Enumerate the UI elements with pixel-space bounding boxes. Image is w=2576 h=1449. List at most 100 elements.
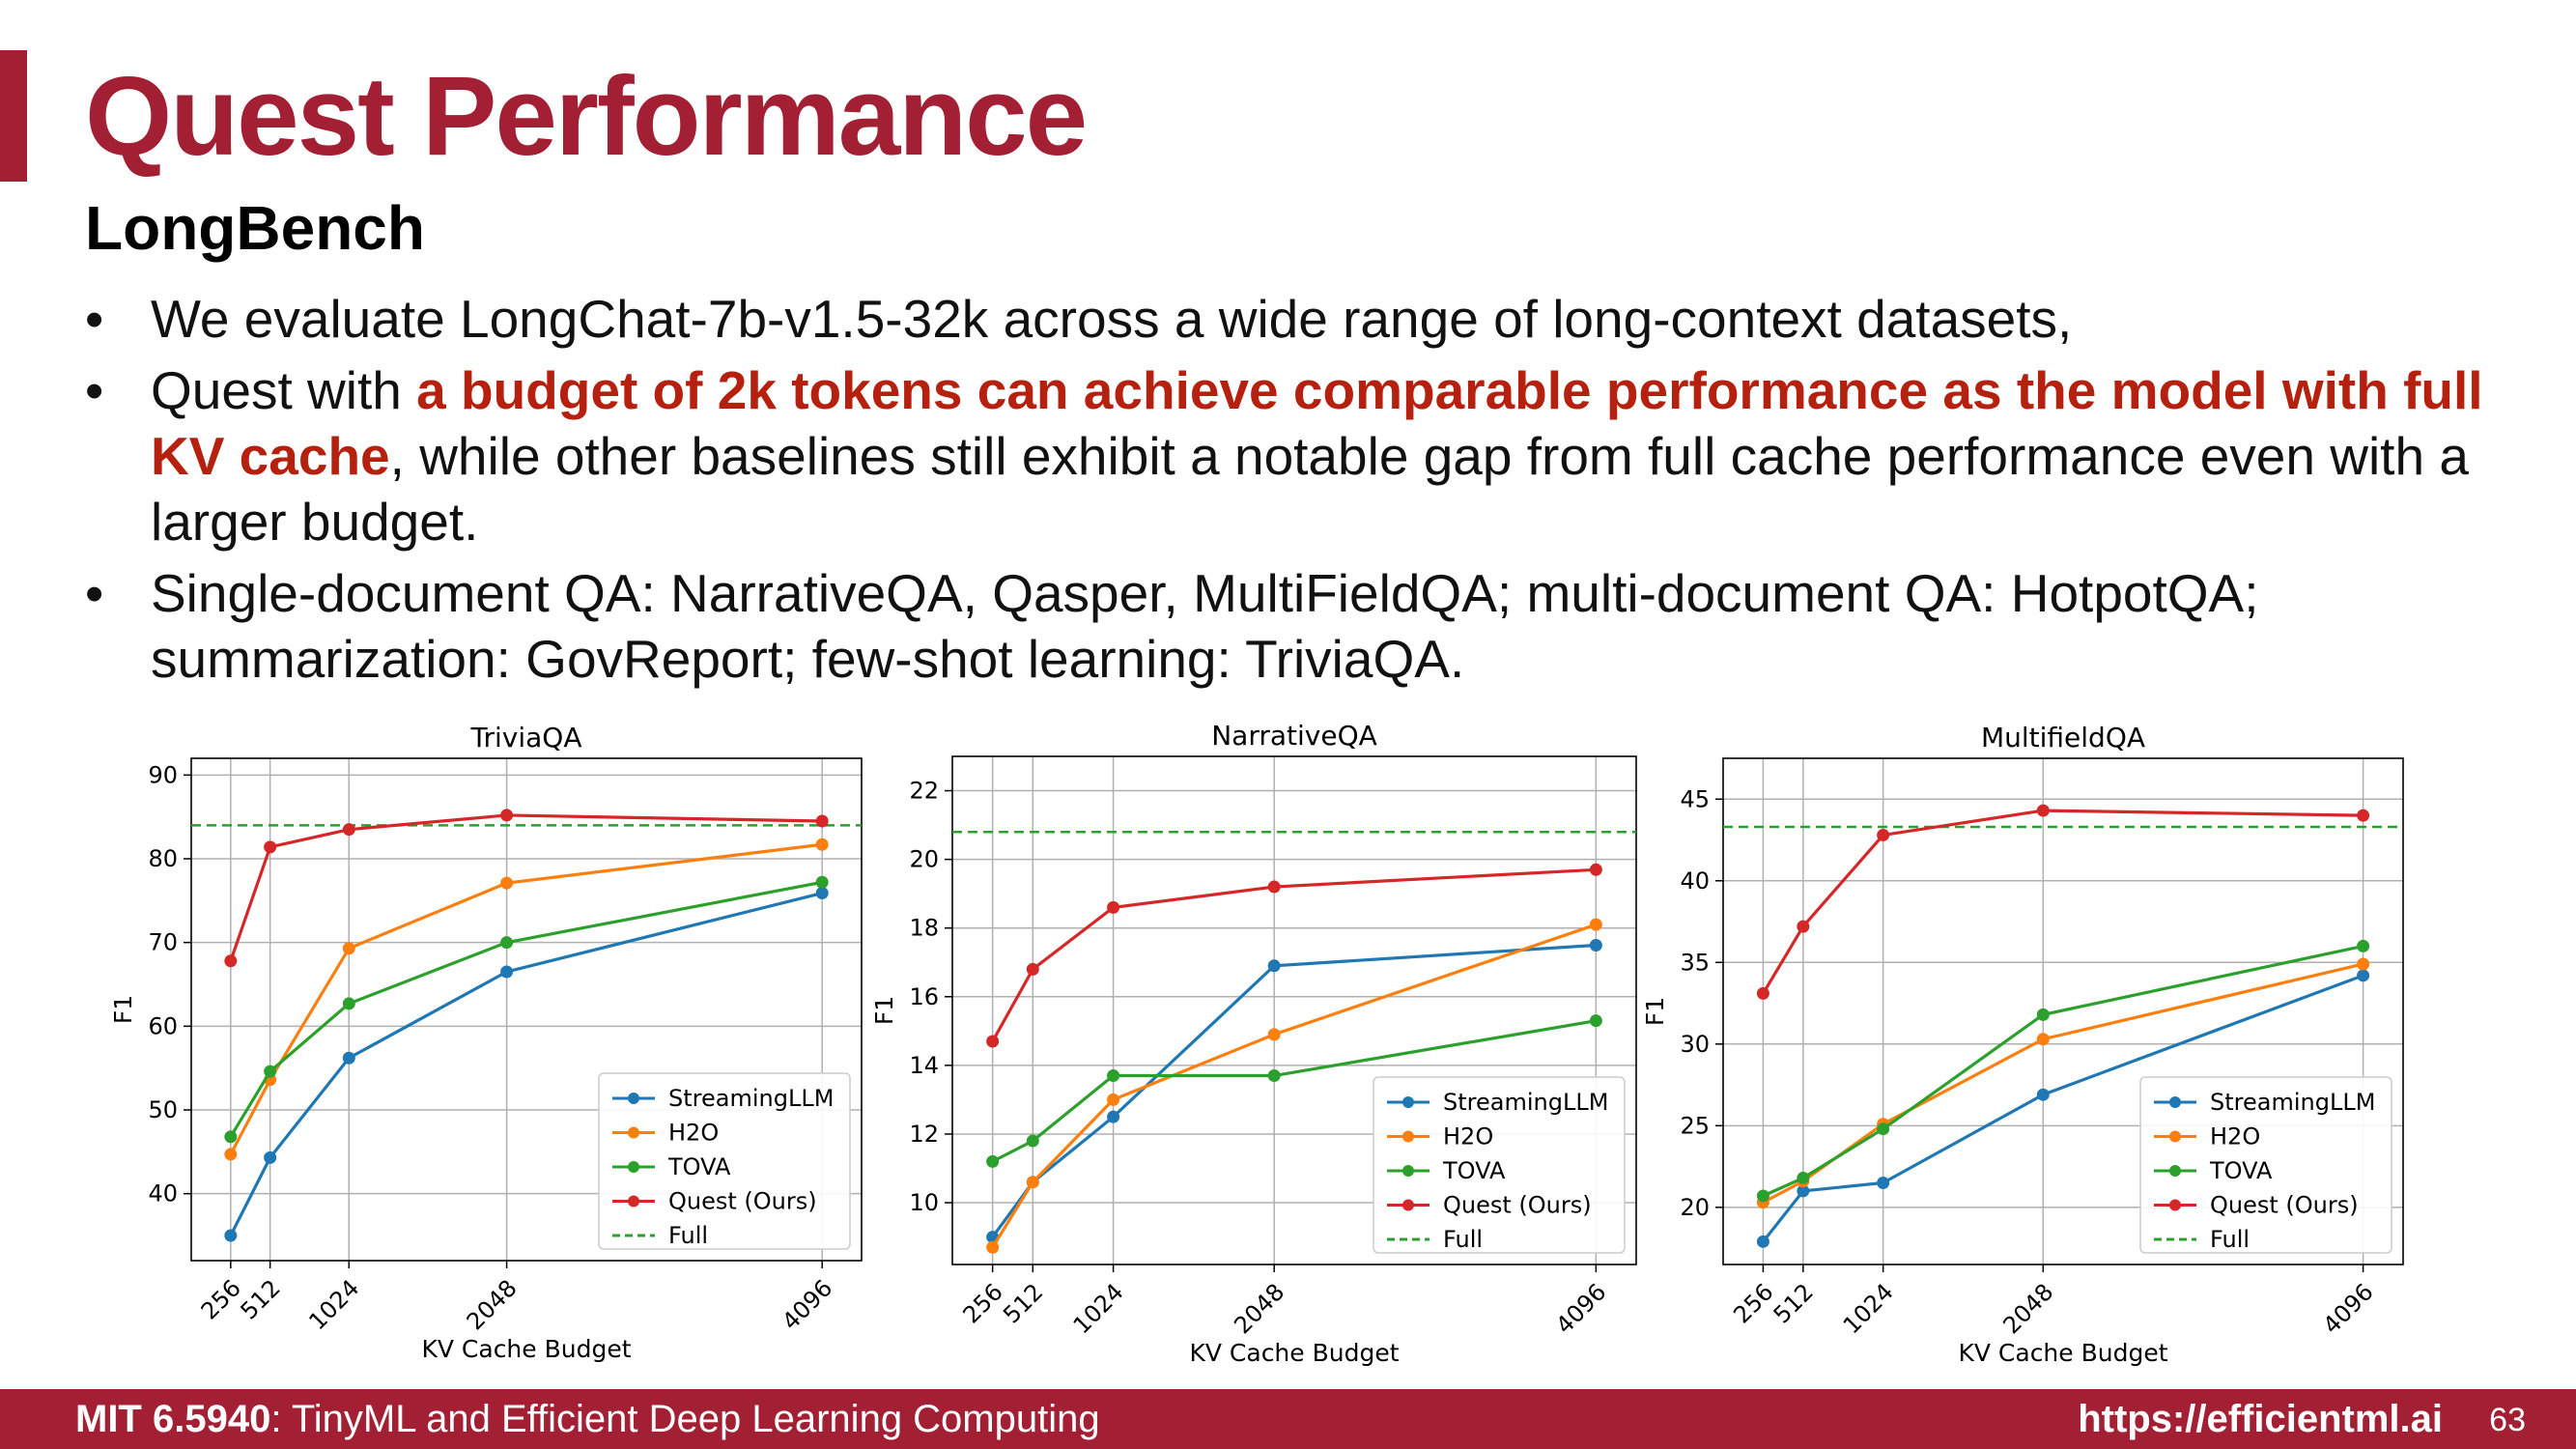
legend-label: Full (1443, 1226, 1483, 1253)
legend-box (598, 1072, 851, 1250)
legend-marker (628, 1161, 639, 1173)
x-axis-label: KV Cache Budget (1958, 1339, 2167, 1367)
data-point-streamingllm (1877, 1176, 1890, 1189)
data-point-h2o (986, 1240, 1000, 1254)
legend-marker (2169, 1096, 2181, 1108)
y-tick-label: 18 (909, 915, 939, 942)
x-tick-label: 1024 (303, 1274, 364, 1335)
bullet-text: We evaluate LongChat-7b-v1.5-32k across … (151, 289, 2073, 349)
data-point-quest-ours (224, 954, 238, 968)
legend-marker (628, 1126, 639, 1139)
plot-frame (190, 757, 863, 1262)
legend-label: StreamingLLM (1443, 1089, 1608, 1116)
data-point-streamingllm (1756, 1235, 1769, 1248)
data-point-tova (1107, 1069, 1120, 1083)
x-tick-label: 256 (196, 1274, 246, 1324)
data-point-streamingllm (815, 887, 829, 900)
y-tick-label: 50 (148, 1096, 178, 1123)
x-tick-label: 512 (236, 1274, 286, 1324)
legend-label: TOVA (1442, 1157, 1506, 1184)
chart-title: NarrativeQA (1211, 720, 1377, 752)
x-tick-label: 4096 (1550, 1278, 1611, 1339)
data-point-streamingllm (1267, 959, 1281, 973)
data-point-streamingllm (2036, 1088, 2050, 1101)
data-point-h2o (224, 1148, 238, 1161)
y-tick-label: 10 (909, 1189, 939, 1216)
legend-marker (628, 1195, 639, 1208)
data-point-streamingllm (2357, 969, 2370, 982)
y-axis-label: F1 (109, 995, 137, 1024)
y-tick-label: 22 (909, 778, 939, 805)
data-point-quest-ours (1107, 900, 1120, 914)
legend-marker (2169, 1199, 2181, 1211)
y-tick-label: 60 (148, 1012, 178, 1039)
legend-label: StreamingLLM (2210, 1089, 2375, 1116)
bullet-list: • We evaluate LongChat-7b-v1.5-32k acros… (85, 286, 2500, 697)
x-tick-label: 256 (958, 1278, 1008, 1328)
footer-course-code: MIT 6.5940 (75, 1398, 271, 1440)
legend-label: StreamingLLM (668, 1085, 834, 1112)
y-tick-label: 16 (909, 983, 939, 1010)
data-point-quest-ours (342, 823, 355, 837)
y-axis-label: F1 (1642, 997, 1669, 1026)
data-point-tova (500, 936, 514, 950)
x-tick-label: 512 (998, 1278, 1048, 1328)
bullet-item: • We evaluate LongChat-7b-v1.5-32k acros… (85, 286, 2500, 352)
data-point-h2o (342, 942, 355, 955)
y-tick-label: 20 (909, 846, 939, 873)
chart-title: MultifieldQA (1981, 722, 2145, 753)
data-point-h2o (1267, 1028, 1281, 1041)
data-point-quest-ours (1756, 986, 1769, 1000)
data-point-tova (2357, 939, 2370, 952)
y-tick-label: 12 (909, 1121, 939, 1148)
x-tick-label: 4096 (2318, 1278, 2379, 1339)
data-point-tova (1267, 1069, 1281, 1083)
data-point-tova (1756, 1189, 1769, 1203)
bullet-symbol: • (85, 360, 104, 420)
data-point-h2o (1026, 1176, 1039, 1189)
legend-label: Quest (Ours) (1443, 1192, 1592, 1219)
legend-marker (1402, 1130, 1414, 1143)
x-tick-label: 2048 (462, 1274, 523, 1335)
page-number: 63 (2489, 1402, 2526, 1438)
bullet-text-pre: Quest with (151, 360, 417, 420)
bullet-text: Single-document QA: NarrativeQA, Qasper,… (151, 563, 2259, 689)
y-tick-label: 20 (1680, 1194, 1710, 1221)
x-tick-label: 512 (1769, 1278, 1819, 1328)
legend-label: H2O (1443, 1123, 1493, 1151)
page-title: Quest Performance (85, 53, 1088, 179)
data-point-quest-ours (1589, 863, 1602, 876)
legend-marker (1402, 1199, 1414, 1211)
legend-marker (1402, 1096, 1414, 1108)
legend-box (1373, 1076, 1626, 1254)
legend-label: H2O (2210, 1123, 2260, 1151)
legend-marker (2169, 1165, 2181, 1177)
plot-frame (1722, 757, 2404, 1265)
data-point-quest-ours (500, 809, 514, 822)
data-point-tova (815, 875, 829, 889)
x-tick-label: 256 (1728, 1278, 1778, 1328)
y-tick-label: 14 (909, 1052, 939, 1079)
data-point-quest-ours (2036, 804, 2050, 817)
bullet-symbol: • (85, 289, 104, 349)
data-point-h2o (2357, 957, 2370, 971)
legend-box (2139, 1076, 2392, 1254)
data-point-h2o (1589, 918, 1602, 931)
data-point-h2o (1107, 1093, 1120, 1106)
footer-url-link[interactable]: https://efficientml.ai (2078, 1398, 2443, 1440)
x-axis-label: KV Cache Budget (421, 1335, 631, 1363)
data-point-quest-ours (1026, 962, 1039, 976)
bullet-symbol: • (85, 563, 104, 623)
charts-area: 40 50 60 70 80 90 256 512 1024 2048 4096 TriviaQA KV… (0, 710, 2576, 1386)
footer-course-name: : TinyML and Efficient Deep Learning Com… (270, 1398, 1100, 1440)
data-point-streamingllm (1589, 938, 1602, 952)
legend-marker (1402, 1165, 1414, 1177)
x-tick-label: 1024 (1838, 1278, 1899, 1339)
legend-marker (628, 1093, 639, 1104)
x-tick-label: 1024 (1068, 1278, 1129, 1339)
data-point-quest-ours (1267, 880, 1281, 894)
data-point-h2o (500, 876, 514, 890)
legend-marker (2169, 1130, 2181, 1143)
